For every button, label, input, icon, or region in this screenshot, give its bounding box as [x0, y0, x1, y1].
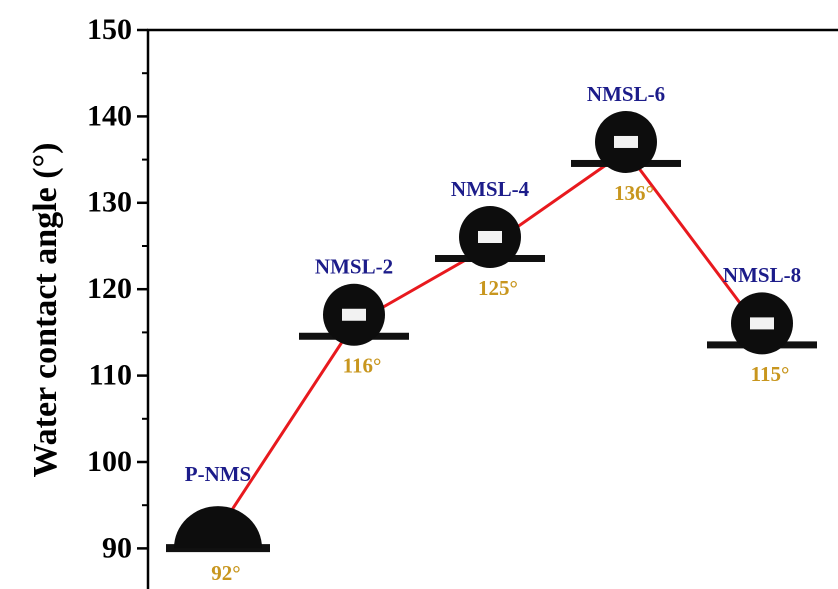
value-label: 116° [343, 354, 382, 378]
value-label: 136° [614, 181, 654, 205]
droplet-highlight [478, 231, 502, 243]
y-tick-label: 110 [89, 358, 132, 391]
value-label: 125° [478, 276, 518, 300]
y-tick-label: 130 [87, 186, 132, 219]
droplet [174, 506, 262, 548]
value-label: 92° [211, 561, 240, 585]
category-label: P-NMS [185, 462, 252, 486]
value-label: 115° [751, 362, 790, 386]
y-tick-label: 100 [87, 445, 132, 478]
y-tick-label: 120 [87, 272, 132, 305]
category-label: NMSL-2 [315, 255, 393, 279]
y-tick-label: 150 [87, 13, 132, 46]
droplet-highlight [750, 317, 774, 329]
droplet-highlight [342, 309, 366, 321]
y-tick-label: 90 [102, 531, 132, 564]
category-label: NMSL-4 [451, 177, 530, 201]
category-label: NMSL-8 [723, 263, 801, 287]
y-axis-label: Water contact angle (°) [27, 143, 64, 478]
chart: Water contact angle (°) 90 100 110 120 130 14… [0, 0, 838, 589]
category-label: NMSL-6 [587, 82, 665, 106]
y-tick-label: 140 [87, 99, 132, 132]
droplet-highlight [614, 136, 638, 148]
page: {"chart_data": {"type": "line", "ylabel"… [0, 0, 838, 589]
